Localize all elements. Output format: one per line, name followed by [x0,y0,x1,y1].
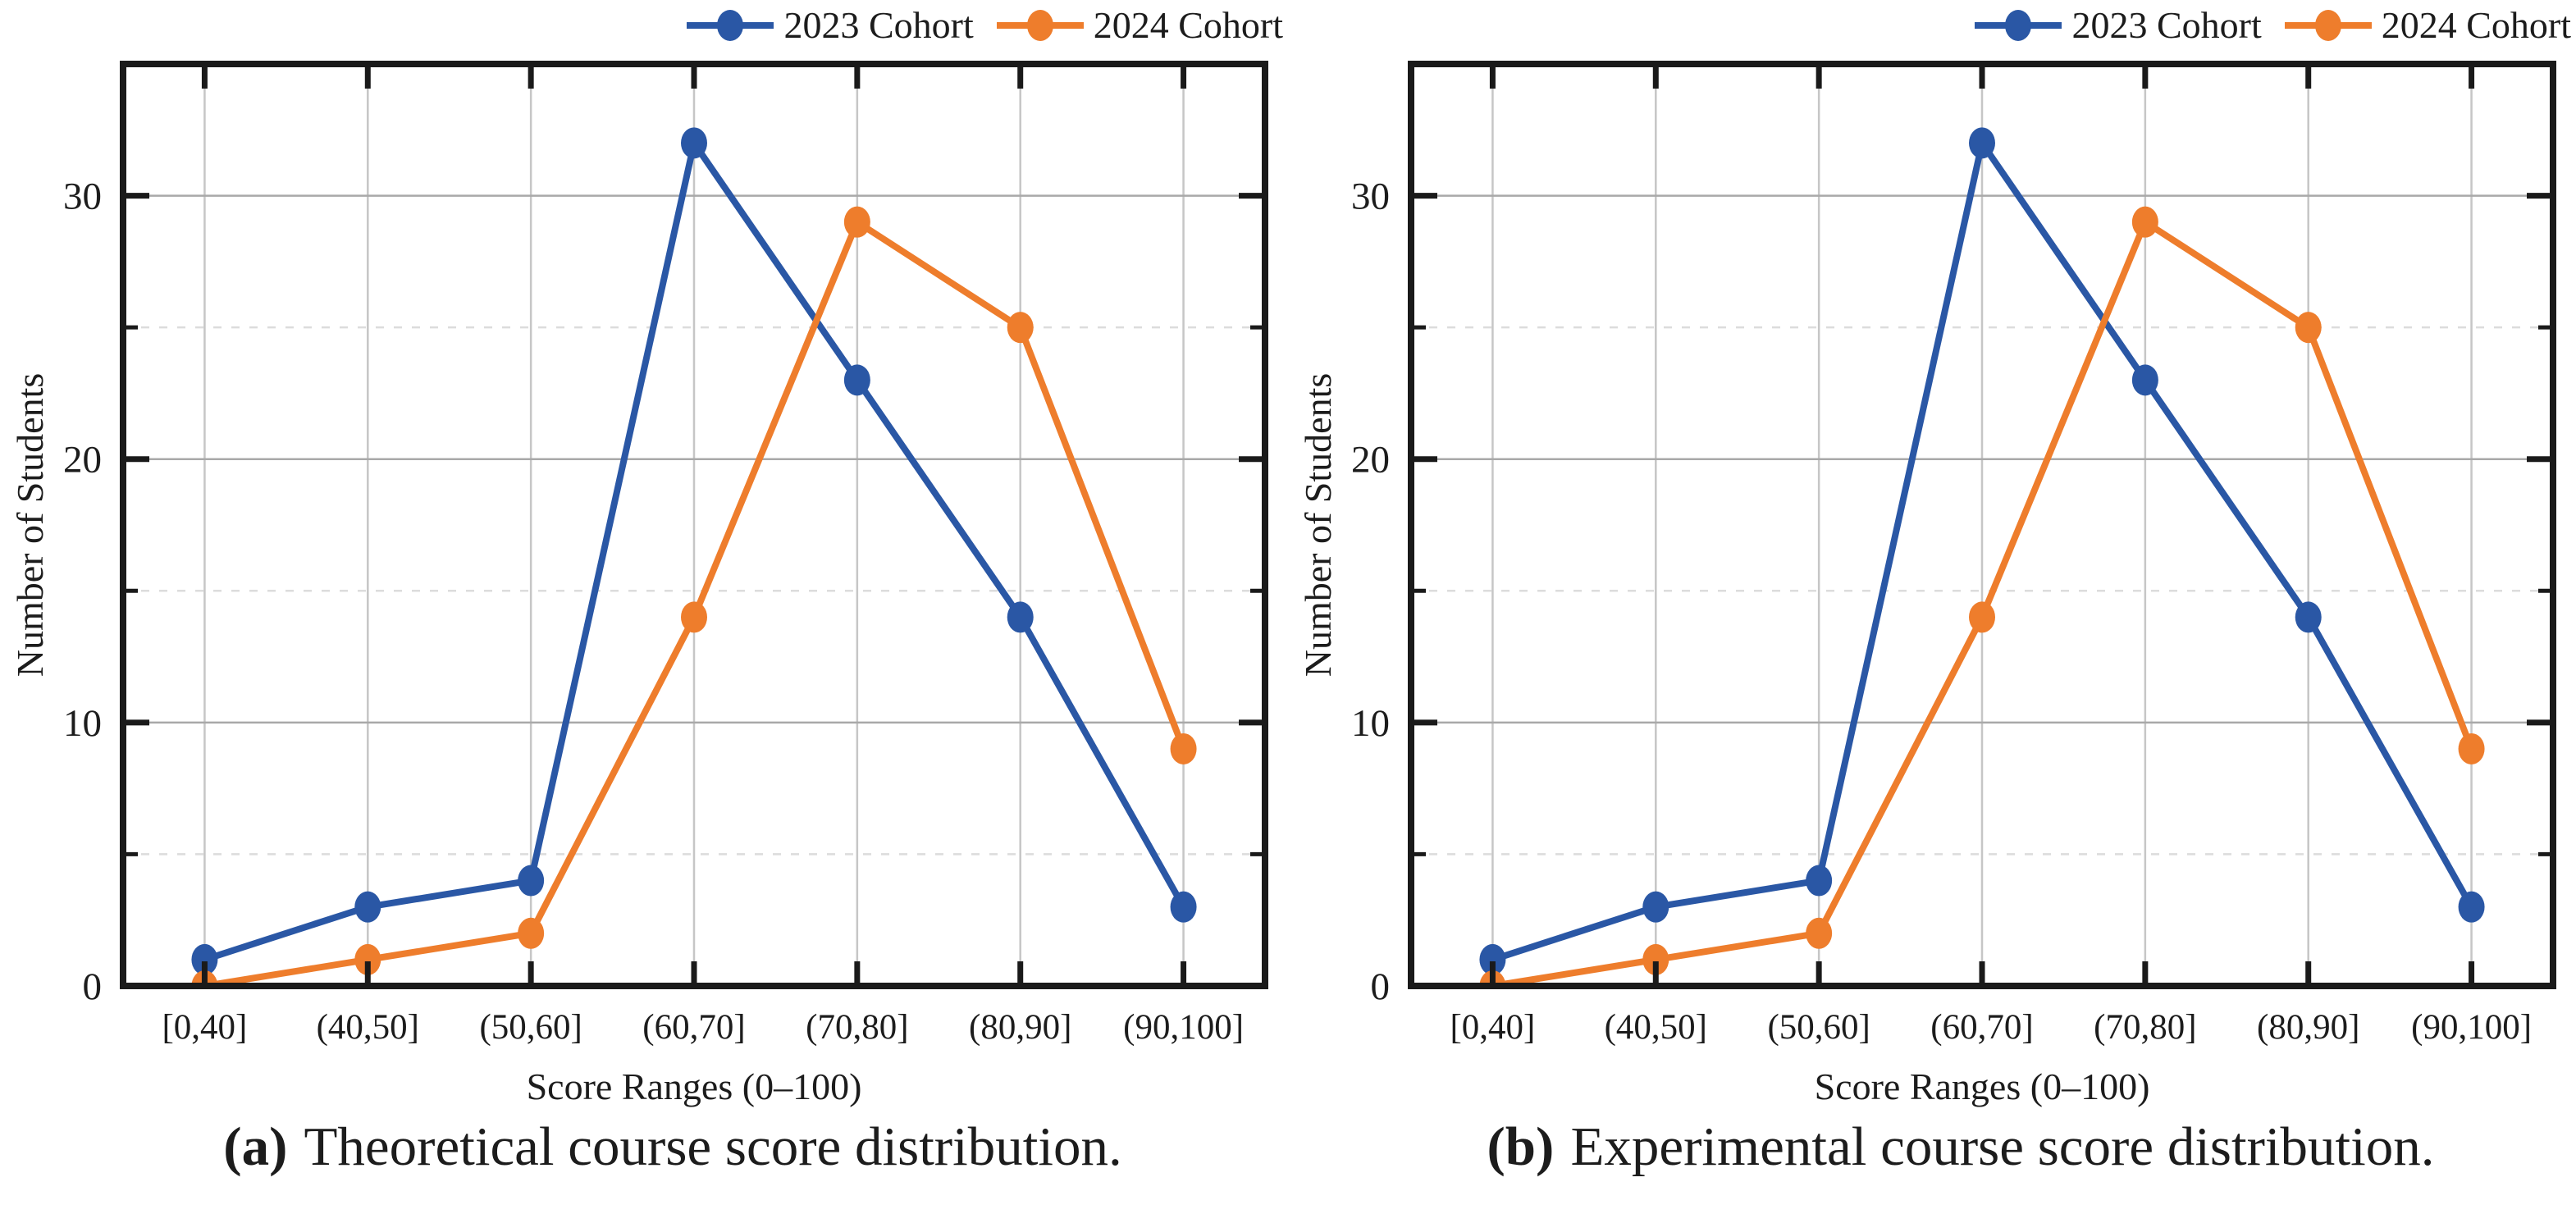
axis-ticks [123,64,1265,986]
svg-text:0: 0 [1371,965,1391,1008]
chart-a: 2023 Cohort 2024 Cohort 0 10 20 30 [0,40] (40,… [0,0,1288,1178]
axis-labels: 0 10 20 30 [0,40] (40,50] (50,60] (60,70] (70,80… [9,176,1244,1107]
legend-label: 2023 Cohort [2071,4,2262,46]
svg-text:(60,70]: (60,70] [642,1008,745,1047]
caption-label: (b) [1487,1116,1555,1177]
y-axis-title: Number of Students [1297,373,1339,678]
chart-a-plot: 0 10 20 30 [0,40] (40,50] (50,60] (60,70] (70,80… [0,0,1288,1111]
legend-label: 2023 Cohort [783,4,974,46]
chart-a-caption: (a) Theoretical course score distribution… [0,1116,1288,1178]
chart-a-legend: 2023 Cohort 2024 Cohort [685,7,1283,44]
legend-label: 2024 Cohort [2381,4,2571,46]
legend-line-marker-icon [687,10,774,41]
series-2023-cohort [1479,127,2485,975]
y-axis-title: Number of Students [9,373,51,678]
svg-text:(50,60]: (50,60] [1767,1008,1870,1047]
svg-text:(70,80]: (70,80] [806,1008,908,1047]
svg-text:10: 10 [63,702,102,745]
svg-text:[0,40]: [0,40] [1450,1008,1535,1047]
chart-b-legend: 2023 Cohort 2024 Cohort [1973,7,2571,44]
legend-item-2023-cohort: 2023 Cohort [1973,4,2262,46]
legend-line-marker-icon [2284,10,2372,41]
svg-text:(70,80]: (70,80] [2094,1008,2196,1047]
axis-ticks [1411,64,2553,986]
svg-text:20: 20 [1351,439,1390,481]
caption-text: Experimental course score distribution. [1570,1116,2435,1177]
legend-label: 2024 Cohort [1093,4,1283,46]
svg-text:30: 30 [1351,176,1390,218]
legend-item-2024-cohort: 2024 Cohort [2283,7,2571,44]
legend-line-marker-icon [1975,10,2062,41]
x-axis-title: Score Ranges (0–100) [527,1066,862,1107]
svg-text:(40,50]: (40,50] [317,1008,419,1047]
svg-text:10: 10 [1351,702,1390,745]
svg-text:(80,90]: (80,90] [969,1008,1071,1047]
svg-text:30: 30 [63,176,102,218]
chart-b: 2023 Cohort 2024 Cohort 0 10 20 30 [0,40] (40,… [1288,0,2576,1223]
svg-text:(90,100]: (90,100] [1123,1008,1244,1047]
axis-labels: 0 10 20 30 [0,40] (40,50] (50,60] (60,70] (70,80… [1297,176,2532,1107]
chart-b-plot: 0 10 20 30 [0,40] (40,50] (50,60] (60,70] (70,80… [1288,0,2576,1111]
legend-item-2023-cohort: 2023 Cohort [685,4,974,46]
plot-svg: 0 10 20 30 [0,40] (40,50] (50,60] (60,70] (70,80… [0,0,1288,1111]
svg-text:[0,40]: [0,40] [162,1008,247,1047]
caption-text: Theoretical course score distribution. [304,1116,1122,1177]
svg-text:(90,100]: (90,100] [2411,1008,2532,1047]
svg-text:(40,50]: (40,50] [1605,1008,1707,1047]
svg-text:0: 0 [83,965,103,1008]
svg-text:(80,90]: (80,90] [2257,1008,2359,1047]
series-2024-cohort [1479,206,2485,986]
series-2024-cohort [191,206,1197,986]
chart-b-caption: (b) Experimental course score distributio… [1288,1116,2576,1178]
legend-line-marker-icon [996,10,1084,41]
caption-label: (a) [223,1116,288,1177]
series-2023-cohort [191,127,1197,975]
svg-text:(60,70]: (60,70] [1930,1008,2033,1047]
svg-text:(50,60]: (50,60] [479,1008,582,1047]
plot-svg: 0 10 20 30 [0,40] (40,50] (50,60] (60,70] (70,80… [1288,0,2576,1111]
x-axis-title: Score Ranges (0–100) [1815,1066,2150,1107]
svg-text:20: 20 [63,439,102,481]
legend-item-2024-cohort: 2024 Cohort [995,7,1283,44]
